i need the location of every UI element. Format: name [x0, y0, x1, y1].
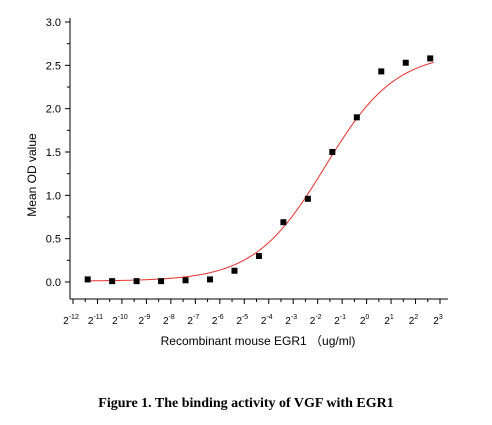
y-tick-label: 2.5: [46, 60, 61, 72]
x-tick-label: 21: [384, 314, 394, 327]
x-tick-label: 2-12: [63, 314, 79, 327]
data-point: [353, 114, 360, 121]
data-point: [207, 276, 214, 283]
y-tick-label: 3.0: [46, 17, 61, 29]
data-point: [182, 277, 189, 284]
data-point: [280, 219, 287, 226]
figure-caption: Figure 1. The binding activity of VGF wi…: [98, 396, 394, 411]
x-tick-label: 2-11: [88, 314, 103, 327]
x-axis-label: Recombinant mouse EGR1 （ug/ml): [161, 334, 356, 348]
x-tick-label: 2-6: [212, 314, 224, 327]
y-axis-label: Mean OD value: [25, 133, 39, 217]
x-tick-label: 2-5: [236, 314, 248, 327]
data-point: [158, 278, 165, 285]
y-tick-label: 1.5: [46, 147, 61, 159]
data-points: [84, 55, 434, 285]
y-tick-label: 0.0: [46, 277, 61, 289]
y-tick-label: 2.0: [46, 104, 61, 116]
fit-curve: [85, 61, 435, 282]
data-point: [109, 278, 116, 285]
x-tick-label: 2-2: [310, 314, 322, 327]
x-tick-label: 20: [360, 314, 370, 327]
x-tick-label: 2-1: [334, 314, 346, 327]
data-point: [378, 68, 385, 75]
x-tick-label: 2-9: [139, 314, 151, 327]
data-point: [231, 267, 238, 274]
x-tick-label: 23: [433, 314, 443, 327]
dose-response-chart: 0.0 0.5 1.0 1.5 2.0 2.5 3.0 2-12 2-11 2-10 2-9 2-8 2…: [25, 17, 448, 348]
x-tick-label: 2-7: [187, 314, 199, 327]
fit-curve-layer: [85, 61, 435, 282]
data-point: [84, 276, 91, 283]
data-point: [304, 195, 311, 202]
x-tick-label: 2-10: [112, 314, 128, 327]
x-tick-label: 2-8: [163, 314, 175, 327]
axes: 0.0 0.5 1.0 1.5 2.0 2.5 3.0 2-12 2-11 2-10 2-9 2-8 2…: [46, 17, 448, 327]
y-tick-label: 1.0: [46, 190, 61, 202]
data-point: [329, 149, 336, 155]
x-tick-label: 2-3: [285, 314, 297, 327]
x-tick-label: 22: [409, 314, 419, 327]
y-tick-label: 0.5: [46, 234, 61, 246]
data-point: [427, 55, 434, 62]
x-tick-label: 2-4: [261, 314, 273, 327]
data-point: [255, 253, 262, 259]
data-point: [402, 59, 409, 66]
data-point: [133, 278, 140, 285]
